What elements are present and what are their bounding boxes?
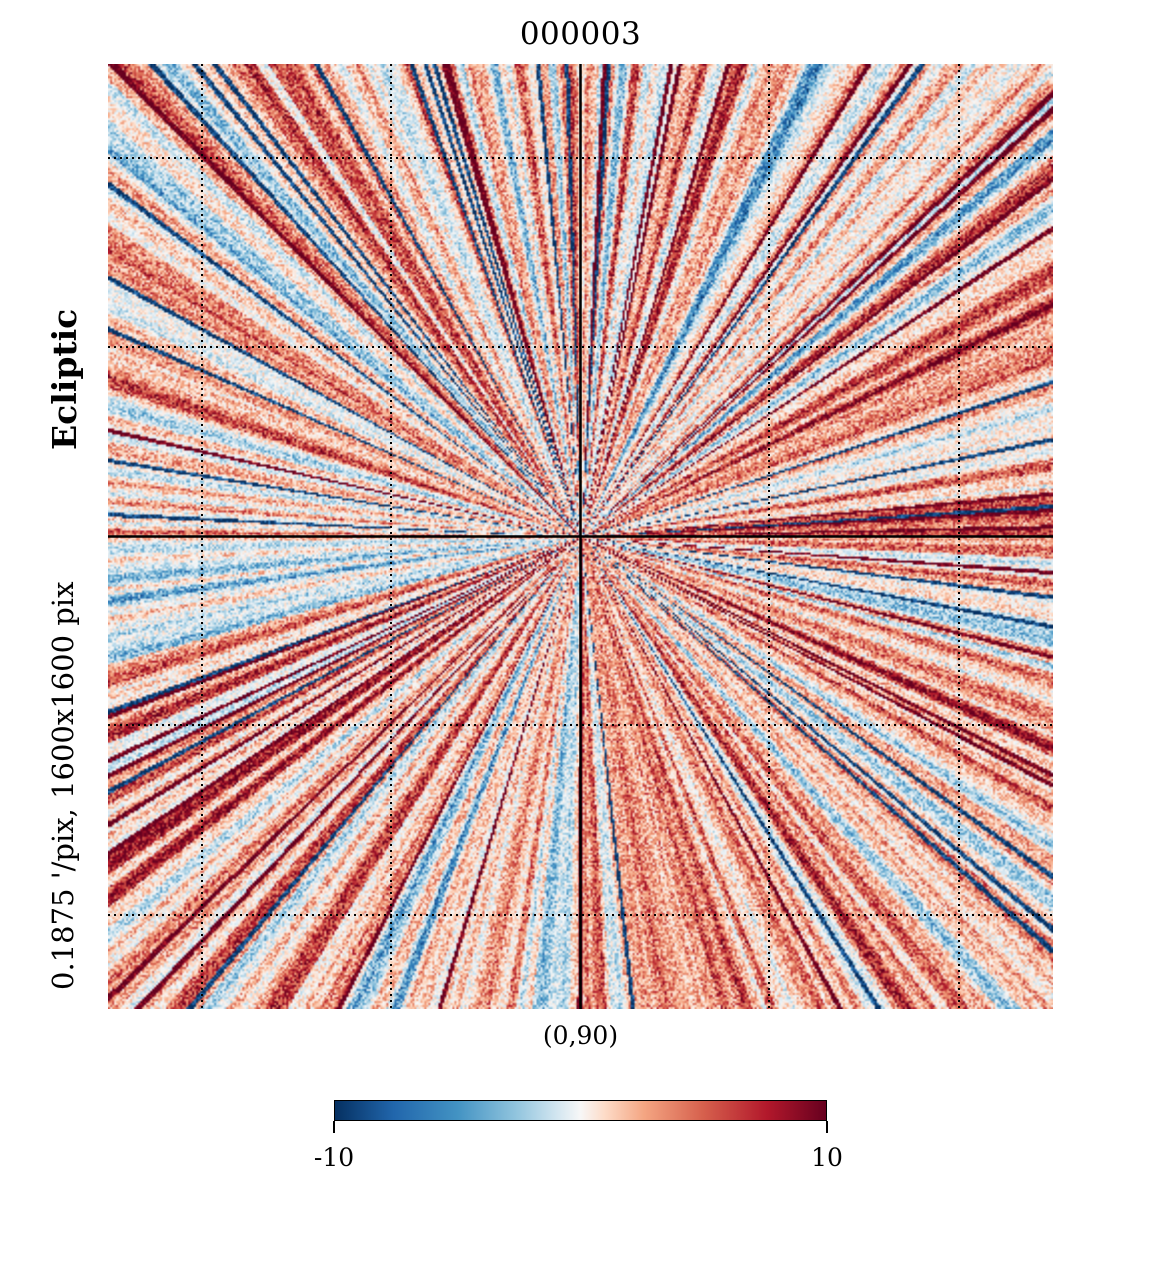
colorbar-min-label: -10 <box>313 1143 355 1172</box>
graticule <box>108 64 1053 1009</box>
coord-system-label: Ecliptic <box>45 308 84 450</box>
colorbar-tick-max <box>826 1121 828 1133</box>
colorbar-max-label: 10 <box>811 1143 843 1172</box>
heatmap-area <box>108 64 1053 1009</box>
projection-center-label: (0,90) <box>542 1021 619 1050</box>
colorbar <box>334 1100 827 1121</box>
colorbar-tick-min <box>333 1121 335 1133</box>
resolution-label: 0.1875 '/pix, 1600x1600 pix <box>46 581 80 990</box>
chart-title: 000003 <box>519 16 642 52</box>
